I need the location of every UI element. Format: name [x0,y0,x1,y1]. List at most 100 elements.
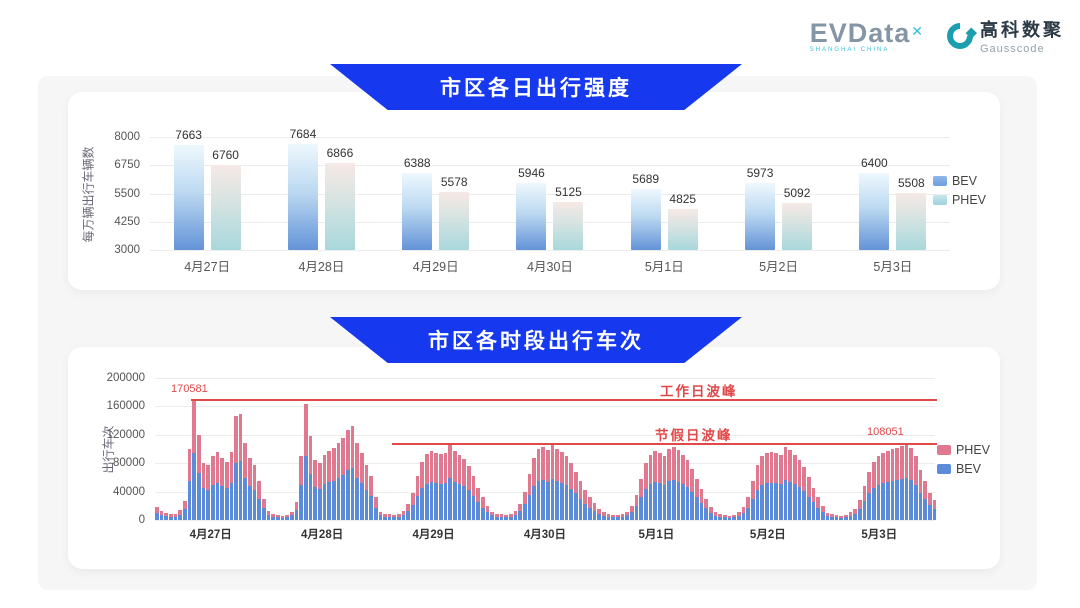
hour-bar[interactable] [425,453,429,520]
hour-bar[interactable] [494,513,499,520]
hour-bar[interactable] [839,515,844,520]
hour-bar[interactable] [872,461,876,520]
hour-bar[interactable] [718,514,723,520]
hour-bar[interactable] [713,512,718,520]
hour-bar[interactable] [667,449,671,520]
hour-bar[interactable] [304,404,308,520]
hour-bar[interactable] [350,425,355,520]
legend-item-phev[interactable]: PHEV [932,193,986,207]
hour-bar[interactable] [504,515,508,520]
hour-bar[interactable] [778,454,783,520]
hour-bar[interactable] [341,438,345,520]
hour-bar[interactable] [746,497,750,520]
hour-bar[interactable] [532,457,536,520]
hour-bar[interactable] [555,449,560,520]
hour-bar[interactable] [699,488,704,520]
hour-bar[interactable] [695,478,699,520]
hour-bar[interactable] [471,476,476,520]
hour-bar[interactable] [262,498,266,520]
bev-bar[interactable]: 7663 [173,128,204,250]
phev-bar[interactable]: 6760 [210,148,241,250]
hour-bar[interactable] [918,470,923,520]
hour-bar[interactable] [359,452,364,520]
hour-bar[interactable] [886,451,890,520]
hour-bar[interactable] [643,463,648,520]
hour-bar[interactable] [271,513,276,520]
hour-bar[interactable] [331,448,336,520]
hour-bar[interactable] [620,514,625,520]
hour-bar[interactable] [392,515,397,520]
hour-bar[interactable] [751,480,755,520]
hour-bar[interactable] [229,451,234,520]
bev-bar[interactable]: 6388 [402,156,433,250]
hour-bar[interactable] [881,453,886,520]
hour-bar[interactable] [369,476,373,520]
hour-bar[interactable] [378,511,383,520]
hour-bar[interactable] [541,446,546,520]
hour-bar[interactable] [639,478,643,520]
hour-bar[interactable] [485,505,490,520]
hour-bar[interactable] [336,443,341,520]
hour-bar[interactable] [462,458,466,520]
hour-bar[interactable] [923,480,927,520]
hour-bar[interactable] [597,508,601,520]
hour-bar[interactable] [187,449,192,520]
hour-bar[interactable] [853,508,858,520]
hour-bar[interactable] [634,495,639,520]
hour-bar[interactable] [727,515,732,520]
hour-bar[interactable] [457,454,462,520]
hour-bar[interactable] [210,456,215,520]
hour-bar[interactable] [676,450,681,520]
hour-bar[interactable] [811,488,816,520]
phev-bar[interactable]: 5092 [782,186,813,250]
hour-bar[interactable] [327,451,331,520]
hour-bar[interactable] [588,497,592,520]
hour-bar[interactable] [890,449,895,520]
hour-bar[interactable] [536,449,541,520]
hour-bar[interactable] [741,507,746,520]
hour-bar[interactable] [420,461,425,520]
hour-bar[interactable] [215,451,220,520]
hour-bar[interactable] [592,502,597,520]
hour-bar[interactable] [164,512,168,520]
hour-bar[interactable] [927,493,932,520]
hour-bar[interactable] [355,443,359,520]
hour-bar[interactable] [248,457,252,520]
hour-bar[interactable] [159,510,164,520]
bev-bar[interactable]: 5973 [745,166,776,250]
phev-bar[interactable]: 5578 [439,175,470,250]
hour-bar[interactable] [662,456,667,520]
hour-bar[interactable] [508,514,513,520]
hour-bar[interactable] [317,463,322,520]
hour-bar[interactable] [816,497,820,520]
hour-bar[interactable] [257,480,262,520]
hour-bar[interactable] [806,477,811,520]
hour-bar[interactable] [606,514,611,520]
hour-bar[interactable] [397,514,401,520]
hour-bar[interactable] [513,510,518,520]
hour-bar[interactable] [466,466,471,520]
hour-bar[interactable] [569,463,574,520]
hour-bar[interactable] [802,466,806,520]
hour-bar[interactable] [448,443,452,520]
hour-bar[interactable] [932,500,937,520]
hour-bar[interactable] [625,511,629,520]
hour-bar[interactable] [476,488,480,520]
hour-bar[interactable] [443,452,448,520]
hour-bar[interactable] [732,515,737,520]
hour-bar[interactable] [345,429,350,520]
hour-bar[interactable] [564,456,569,520]
hour-bar[interactable] [546,450,550,520]
hour-bar[interactable] [760,456,764,520]
hour-bar[interactable] [453,451,457,520]
hour-bar[interactable] [900,446,904,520]
hour-bar[interactable] [322,455,327,520]
hour-bar[interactable] [373,497,378,520]
hour-bar[interactable] [192,398,196,520]
hour-bar[interactable] [429,451,434,520]
hour-bar[interactable] [196,434,201,520]
hour-bar[interactable] [755,464,760,520]
hour-bar[interactable] [825,512,830,520]
hour-bar[interactable] [602,512,606,520]
hour-bar[interactable] [797,459,802,520]
